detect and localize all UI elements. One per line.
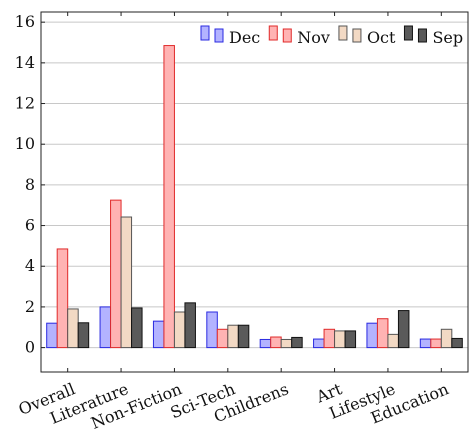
bar-sep-overall <box>77 322 90 349</box>
bar-nov-non-fiction <box>163 45 175 349</box>
bar-nov-overall <box>56 248 69 349</box>
bar-dec-education <box>419 338 432 349</box>
bar-oct-non-fiction <box>173 311 186 349</box>
bar-nov-lifestyle <box>376 318 389 349</box>
bar-sep-lifestyle <box>397 310 410 349</box>
bar-dec-sci-tech <box>206 311 218 349</box>
bar-nov-art <box>323 328 336 349</box>
legend-swatch <box>338 25 348 41</box>
y-tick-label: 12 <box>15 94 35 113</box>
bar-sep-education <box>451 337 463 349</box>
legend-swatch <box>200 25 210 41</box>
bar-oct-art <box>334 330 346 349</box>
bar-oct-childrens <box>280 338 293 349</box>
bar-oct-sci-tech <box>227 324 239 349</box>
bar-oct-literature <box>120 216 133 349</box>
legend-item-dec: Dec <box>200 25 260 47</box>
y-axis: 0 2 4 6 8 10 12 14 16 <box>15 12 45 357</box>
legend-label: Oct <box>367 28 396 47</box>
legend-swatch <box>352 28 362 43</box>
bar-nov-literature <box>110 199 122 349</box>
y-tick-label: 8 <box>25 175 35 194</box>
legend-label: Dec <box>229 28 260 47</box>
legend-swatch <box>214 28 224 43</box>
bar-nov-childrens <box>270 336 282 349</box>
y-tick-label: 2 <box>25 297 35 316</box>
bar-dec-childrens <box>259 338 272 349</box>
y-tick-label: 14 <box>15 53 35 72</box>
legend-swatch <box>403 25 413 41</box>
bar-oct-education <box>440 328 453 349</box>
bar-sep-non-fiction <box>184 302 196 349</box>
bar-oct-overall <box>67 308 79 349</box>
legend-item-sep: Sep <box>403 25 463 47</box>
bar-dec-non-fiction <box>152 320 165 349</box>
bar-nov-education <box>430 338 442 349</box>
bar-dec-lifestyle <box>366 322 378 349</box>
legend-label: Sep <box>432 28 463 47</box>
legend-swatch <box>268 25 278 41</box>
y-tick-label: 0 <box>25 338 35 357</box>
legend-label: Nov <box>297 28 330 47</box>
y-tick-label: 16 <box>15 12 35 31</box>
y-tick-label: 4 <box>25 256 35 275</box>
bar-sep-art <box>344 330 357 349</box>
bar-oct-lifestyle <box>387 333 399 349</box>
bar-sep-childrens <box>291 336 303 349</box>
legend: Dec Nov Oct Sep <box>200 25 463 47</box>
y-tick-label: 6 <box>25 216 35 235</box>
bar-dec-art <box>313 338 325 349</box>
plot-frame <box>40 11 469 373</box>
bar-nov-sci-tech <box>216 328 229 349</box>
bars <box>46 45 463 349</box>
bar-sep-sci-tech <box>237 324 250 349</box>
bar-dec-literature <box>99 306 112 349</box>
legend-swatch <box>417 28 427 43</box>
y-tick-label: 10 <box>15 134 35 153</box>
bar-dec-overall <box>46 322 58 349</box>
bar-sep-literature <box>131 307 143 349</box>
legend-item-oct: Oct <box>338 25 396 47</box>
legend-swatch <box>282 28 292 43</box>
grid <box>41 21 468 349</box>
x-axis: OverallLiteratureNon-FictionSci-TechChil… <box>16 12 451 433</box>
legend-item-nov: Nov <box>268 25 330 47</box>
